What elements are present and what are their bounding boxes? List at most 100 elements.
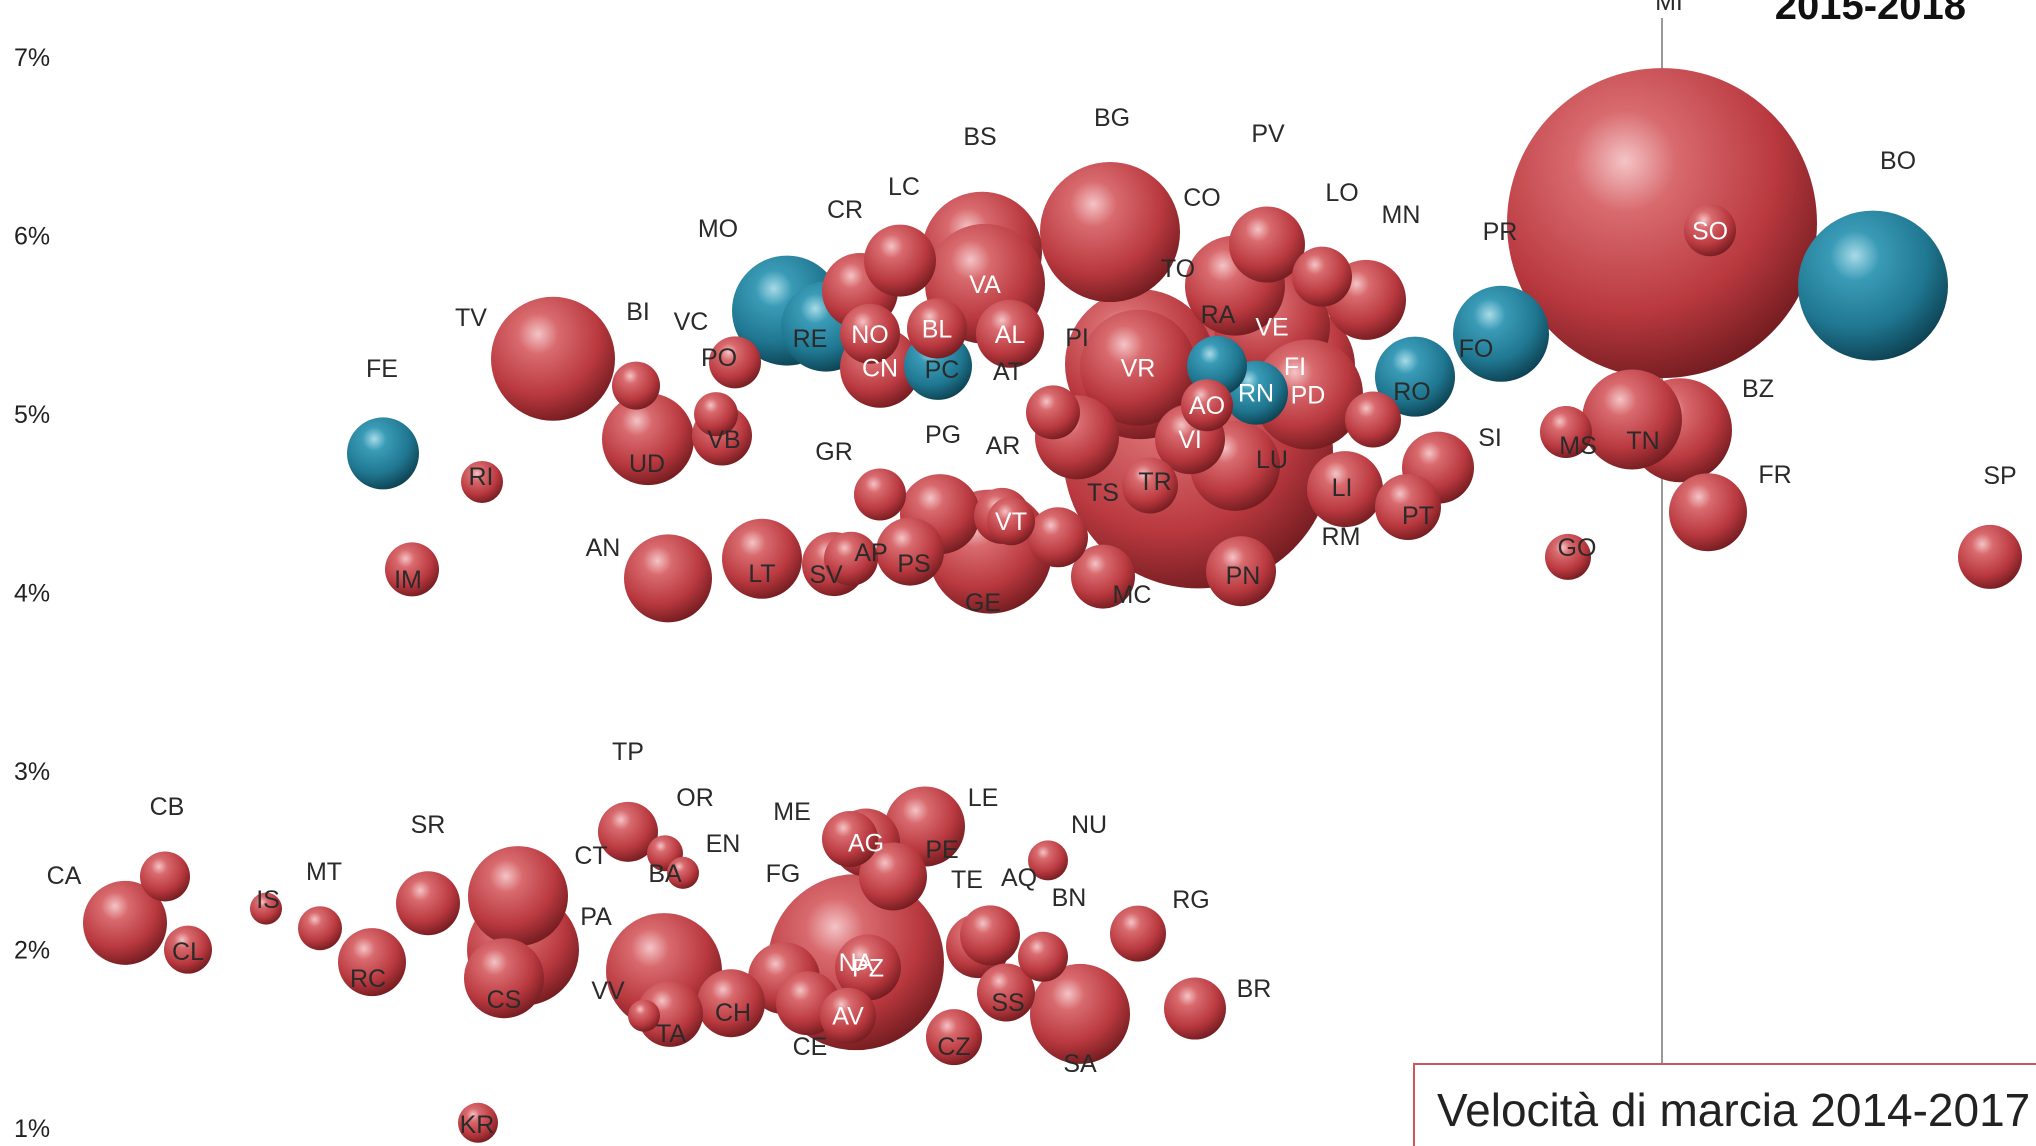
bubble-label-av: AV [832,1003,864,1031]
bubble-label-sp: SP [1983,462,2016,490]
bubble-label-ud: UD [629,450,665,478]
bubble-label-co: CO [1183,184,1221,212]
bubble-label-bi: BI [626,298,650,326]
bubble-label-cl: CL [172,938,204,966]
bubble-label-rc: RC [350,965,386,993]
bubble-cb [140,851,190,902]
bubble-label-pd: PD [1291,381,1326,409]
bubble-label-ag: AG [848,830,884,858]
y-tick-label: 7% [14,44,50,72]
y-tick-label: 1% [14,1115,50,1143]
bubble-label-mc: MC [1113,581,1152,609]
bubble-label-tn: TN [1626,427,1659,455]
bubble-label-ra: RA [1201,301,1236,329]
bubble-go [1545,533,1591,580]
bubble-label-re: RE [793,325,828,353]
bubble-label-ct: CT [574,842,607,870]
bubble-label-mn: MN [1382,201,1421,229]
bubble-label-at: AT [993,358,1023,386]
bubble-ms [1540,405,1592,458]
bubble-is [250,892,282,925]
bubble-label-ce: CE [793,1033,828,1061]
bubble-label-nu: NU [1071,811,1107,839]
bubble-lt [722,518,802,599]
bubble-label-pa: PA [580,903,612,931]
bubble-fe [347,417,419,490]
caption-box: Velocità di marcia 2014-2017 [1413,1063,2036,1146]
bubble-label-pv: PV [1251,120,1285,148]
bubble-cz [926,1009,982,1066]
bubble-ro [1345,391,1401,448]
bubble-label-pt: PT [1402,502,1434,530]
bubble-ca [83,880,167,965]
bubble-label-ca: CA [47,862,82,890]
bubble-en [667,856,699,889]
bubble-bo [1798,210,1948,361]
bubble-av [820,987,876,1044]
bubble-label-ar: AR [986,432,1021,460]
bubble-nu [1028,840,1068,881]
bubble-label-me: ME [773,798,811,826]
bubble-sr [396,871,460,936]
bubble-gr [854,468,906,521]
bubble-label-lo: LO [1325,179,1358,207]
bubble-vr [1080,309,1196,426]
bubble-label-bl: BL [922,315,953,343]
bubble-tr [1122,457,1178,514]
bubble-label-vt: VT [995,508,1027,536]
bubble-vc [709,336,761,389]
bubble-bn [1018,931,1068,982]
caption-text: Velocità di marcia 2014-2017 [1437,1084,2031,1136]
bubble-label-mi: MI [1655,0,1683,16]
bubble-label-br: BR [1237,975,1272,1003]
bubble-ts [1028,507,1088,568]
bubble-pe [859,842,927,911]
bubble-label-si: SI [1478,424,1502,452]
bubble-label-cz: CZ [937,1033,970,1061]
bubble-po [694,392,738,437]
y-tick-label: 3% [14,758,50,786]
bubble-label-pr: PR [1483,218,1518,246]
bubble-ch [697,969,765,1038]
bubble-label-bg: BG [1094,104,1130,132]
bubble-lc [864,224,936,297]
bubble-label-bn: BN [1052,884,1087,912]
bubble-ap [824,531,878,586]
bubble-cs [464,938,544,1019]
bubble-no [840,303,900,364]
bubble-label-vr: VR [1121,355,1156,383]
bubble-label-fo: FO [1459,335,1494,363]
bubble-label-bz: BZ [1742,375,1774,403]
bubble-sa [1030,963,1130,1064]
bubble-label-ve: VE [1255,314,1288,342]
bubble-label-an: AN [586,534,621,562]
bubble-label-lu: LU [1256,446,1288,474]
bubble-label-ss: SS [991,989,1024,1017]
bubble-label-im: IM [394,566,422,594]
y-tick-label: 2% [14,937,50,965]
bubble-rc [338,928,406,997]
bubble-label-pi: PI [1065,324,1089,352]
bubble-label-pg: PG [925,421,961,449]
bubble-label-al: AL [995,321,1026,349]
bubble-tn [1582,369,1682,470]
bubble-label-or: OR [676,784,714,812]
bubble-label-is: IS [256,886,280,914]
bubble-label-bo: BO [1880,147,1916,175]
bubble-label-fg: FG [766,860,801,888]
bubble-label-li: LI [1332,474,1353,502]
bubble-ri [461,460,503,503]
bubble-label-rn: RN [1238,380,1274,408]
bubble-label-lc: LC [888,173,920,201]
bubble-me [822,810,878,867]
bubble-label-vi: VI [1178,426,1202,454]
bubble-label-aq: AQ [1001,864,1037,892]
bubble-label-ao: AO [1189,392,1225,420]
bubble-cl [164,925,212,974]
y-tick-label: 5% [14,401,50,429]
bubble-label-ro: RO [1393,378,1431,406]
bubble-label-fe: FE [366,355,398,383]
bubble-vv [628,999,660,1032]
bubble-label-vc: VC [674,308,709,336]
